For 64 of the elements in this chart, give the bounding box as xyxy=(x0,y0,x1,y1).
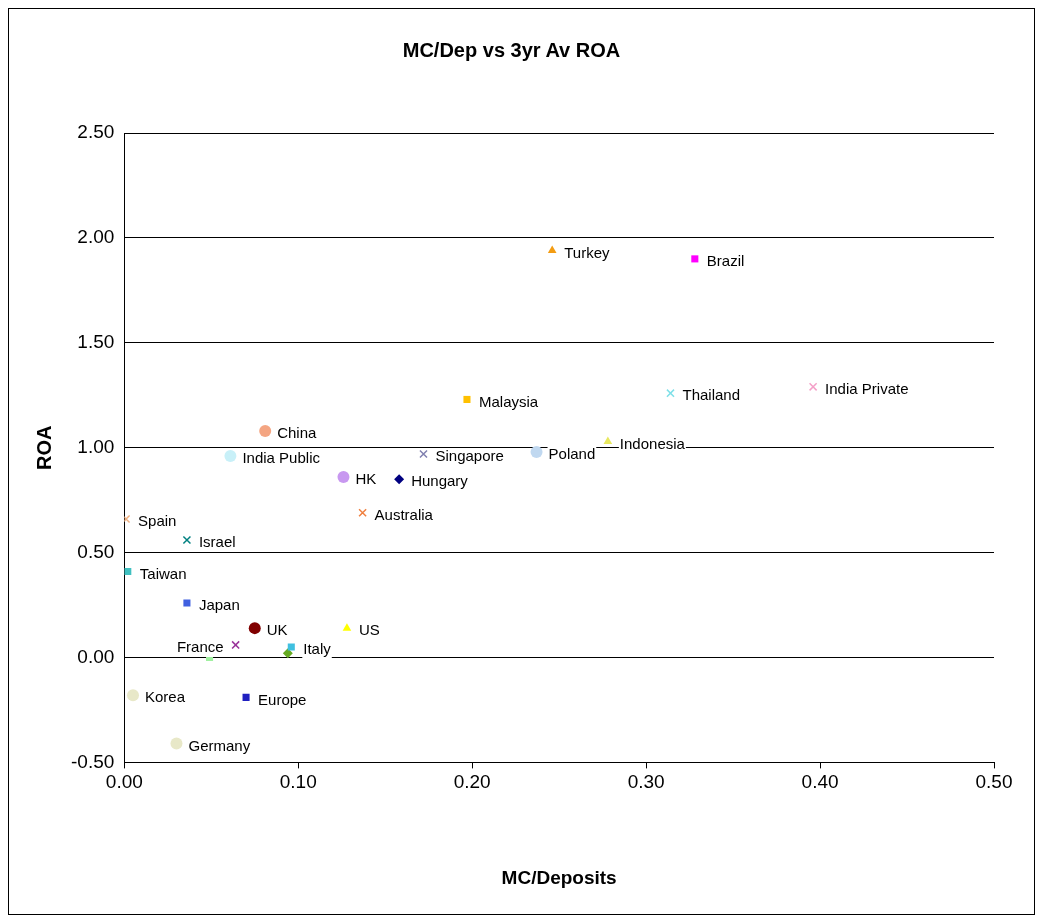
y-tick-label: 0.00 xyxy=(77,645,115,667)
annotation: Taiwan xyxy=(139,564,187,582)
point xyxy=(124,514,131,524)
x-tick-label: 0.50 xyxy=(975,771,1013,793)
x-axis-title: MC/Deposits xyxy=(501,866,617,888)
point xyxy=(231,640,240,650)
y-tick-label: -0.50 xyxy=(70,750,115,772)
annotation: Spain xyxy=(138,512,177,530)
annotation: India Public xyxy=(242,449,321,467)
point xyxy=(170,737,183,750)
point xyxy=(419,449,428,459)
point xyxy=(127,689,139,702)
annotation: Italy xyxy=(303,640,332,658)
x-tick-label: 0.40 xyxy=(801,771,839,793)
annotation: UK xyxy=(266,621,288,639)
point xyxy=(224,450,237,463)
point xyxy=(394,474,405,485)
point xyxy=(342,623,352,631)
point xyxy=(248,622,261,635)
y-tick-label: 2.50 xyxy=(77,121,115,143)
chart-title: MC/Dep vs 3yr Av ROA xyxy=(402,38,621,61)
point xyxy=(603,436,613,444)
x-tick-label: 0.10 xyxy=(279,771,317,793)
point xyxy=(337,471,350,484)
point xyxy=(691,255,699,263)
point xyxy=(282,648,293,659)
point xyxy=(808,382,818,392)
x-tick-label: 0.30 xyxy=(627,771,665,793)
annotation: Malaysia xyxy=(478,392,539,410)
annotation: China xyxy=(277,424,318,442)
annotation: Europe xyxy=(258,690,307,708)
annotation: Australia xyxy=(374,505,434,523)
y-tick-label: 2.00 xyxy=(77,226,115,248)
annotation: HK xyxy=(355,470,377,488)
annotation: Hungary xyxy=(411,472,469,490)
point xyxy=(530,445,543,458)
y-tick-label: 1.00 xyxy=(77,435,115,457)
annotation: Poland xyxy=(548,445,596,463)
y-axis-title: ROA xyxy=(32,425,55,470)
annotation: Germany xyxy=(188,736,251,754)
point xyxy=(463,395,471,403)
annotation: Singapore xyxy=(435,447,504,465)
annotation: Turkey xyxy=(564,243,610,261)
annotation: Israel xyxy=(198,533,236,551)
annotation: Brazil xyxy=(706,252,745,270)
y-tick-label: 0.50 xyxy=(77,540,115,562)
annotation: France xyxy=(176,638,224,656)
point xyxy=(183,599,191,607)
point xyxy=(287,643,295,651)
annotation: US xyxy=(358,621,380,639)
point xyxy=(358,508,367,518)
annotation: Thailand xyxy=(682,386,741,404)
point xyxy=(242,693,250,701)
point xyxy=(666,388,675,398)
point xyxy=(182,535,192,545)
annotation: Indonesia xyxy=(619,434,686,452)
annotation: India Private xyxy=(825,380,909,397)
point xyxy=(547,245,557,253)
annotation: Japan xyxy=(198,596,240,614)
x-tick-label: 0.00 xyxy=(105,771,143,793)
x-tick-label: 0.20 xyxy=(453,771,491,793)
annotation: Korea xyxy=(145,688,186,706)
point xyxy=(259,424,272,437)
y-tick-label: 1.50 xyxy=(77,331,115,353)
